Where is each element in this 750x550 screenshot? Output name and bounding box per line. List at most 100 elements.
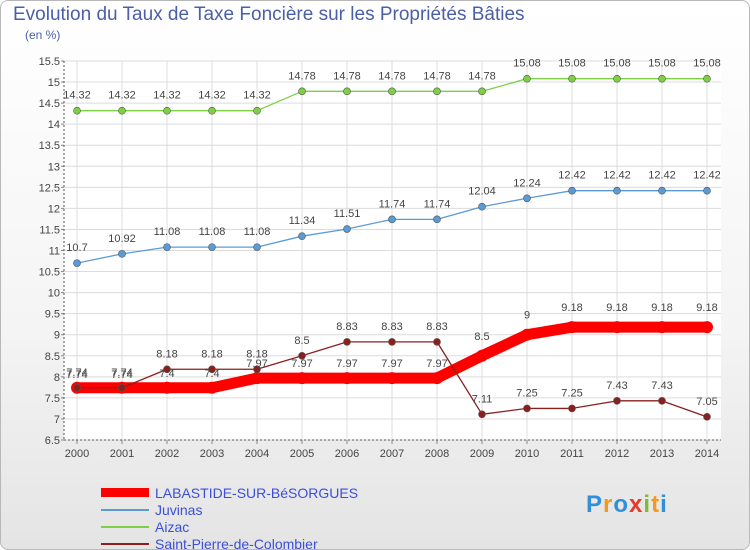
y-tick-label: 12	[48, 203, 60, 215]
data-point-aizac	[118, 106, 126, 115]
data-label-saint-pierre: 8.83	[336, 321, 357, 333]
data-label-aizac: 14.32	[108, 90, 136, 102]
data-label-saint-pierre: 8.18	[156, 348, 177, 360]
data-point-labastide	[161, 381, 173, 394]
legend-label-saint-pierre: Saint-Pierre-de-Colombier	[155, 535, 318, 550]
data-point-aizac	[658, 74, 666, 83]
y-tick-label: 7	[54, 414, 60, 426]
data-point-juvinas	[343, 225, 351, 233]
y-tick-label: 11	[49, 246, 60, 258]
data-label-aizac: 15.08	[603, 58, 631, 70]
legend-swatch-juvinas	[101, 508, 149, 511]
data-label-juvinas: 12.42	[603, 170, 631, 182]
legend-label-juvinas: Juvinas	[155, 501, 203, 518]
data-point-labastide	[206, 381, 218, 394]
legend-swatch-saint-pierre	[101, 542, 149, 545]
data-point-labastide	[701, 321, 713, 334]
data-point-aizac	[613, 74, 621, 83]
data-label-saint-pierre: 7.43	[651, 380, 672, 392]
data-point-juvinas	[388, 215, 396, 224]
data-point-juvinas	[568, 186, 576, 195]
data-label-aizac: 15.08	[513, 58, 541, 70]
data-label-aizac: 14.78	[423, 70, 451, 82]
y-tick-label: 13.5	[39, 140, 60, 152]
data-label-labastide: 9	[524, 310, 530, 322]
data-point-saint-pierre	[208, 365, 216, 374]
x-tick-label: 2012	[605, 448, 629, 460]
data-point-saint-pierre	[523, 404, 531, 413]
data-point-labastide	[611, 321, 623, 334]
data-label-aizac: 15.08	[693, 58, 721, 70]
data-point-labastide	[656, 321, 668, 334]
data-label-saint-pierre: 7.43	[606, 380, 627, 392]
x-tick-label: 2002	[155, 448, 179, 460]
data-label-juvinas: 11.34	[289, 215, 316, 227]
data-label-labastide: 7.97	[336, 358, 357, 370]
data-point-aizac	[703, 74, 711, 83]
x-tick-label: 2011	[560, 448, 584, 460]
x-tick-label: 2005	[290, 448, 314, 460]
data-label-saint-pierre: 7.25	[516, 387, 537, 399]
legend-label-aizac: Aizac	[155, 518, 190, 535]
data-point-saint-pierre	[343, 338, 351, 346]
data-label-juvinas: 11.74	[379, 198, 406, 210]
data-label-labastide: 7.97	[426, 358, 447, 370]
data-point-juvinas	[658, 186, 666, 195]
y-tick-label: 15	[48, 77, 60, 89]
logo-letter: i	[660, 491, 668, 518]
data-label-labastide: 7.4	[159, 368, 174, 380]
data-label-labastide: 7.97	[381, 358, 402, 370]
data-label-labastide: 8.5	[474, 331, 489, 343]
x-tick-label: 2000	[65, 448, 89, 460]
data-label-saint-pierre: 7.74	[66, 367, 87, 379]
logo-letter: i	[643, 491, 652, 518]
data-label-saint-pierre: 8.83	[426, 321, 447, 333]
data-label-juvinas: 12.42	[693, 170, 721, 182]
logo-letter: o	[613, 491, 630, 518]
logo-letter: t	[651, 491, 661, 518]
x-tick-label: 2010	[515, 448, 539, 460]
data-label-juvinas: 12.04	[468, 186, 496, 198]
y-tick-label: 8.5	[45, 351, 60, 363]
data-point-aizac	[388, 87, 396, 96]
data-label-juvinas: 11.51	[334, 208, 361, 220]
data-point-saint-pierre	[478, 410, 486, 419]
data-point-saint-pierre	[703, 413, 711, 421]
y-tick-label: 6.5	[45, 435, 60, 447]
y-tick-label: 12.5	[39, 182, 60, 194]
data-point-juvinas	[613, 186, 621, 195]
legend-swatch-aizac	[101, 525, 149, 528]
data-point-saint-pierre	[253, 365, 261, 374]
y-tick-label: 10.5	[39, 267, 60, 279]
data-label-aizac: 14.32	[63, 90, 91, 102]
y-tick-label: 15.5	[39, 56, 60, 68]
data-point-aizac	[433, 87, 441, 96]
data-label-juvinas: 11.74	[424, 198, 451, 210]
y-tick-label: 14.5	[39, 98, 60, 110]
y-tick-label: 8	[54, 372, 60, 384]
data-label-juvinas: 10.92	[108, 233, 136, 245]
data-label-labastide: 9.18	[696, 302, 717, 314]
data-label-saint-pierre: 8.18	[201, 348, 222, 360]
x-tick-label: 2008	[425, 448, 449, 460]
data-point-labastide	[341, 372, 353, 385]
data-point-saint-pierre	[568, 404, 576, 413]
data-label-labastide: 9.18	[606, 302, 627, 314]
data-point-saint-pierre	[163, 365, 171, 374]
data-point-labastide	[296, 372, 308, 385]
data-label-labastide: 7.4	[204, 368, 219, 380]
data-label-saint-pierre: 8.83	[381, 321, 402, 333]
x-tick-label: 2009	[470, 448, 494, 460]
data-point-aizac	[298, 87, 306, 96]
data-label-labastide: 7.74	[66, 369, 87, 381]
data-label-juvinas: 11.08	[154, 226, 181, 238]
data-point-labastide	[431, 372, 443, 385]
data-point-labastide	[386, 372, 398, 385]
data-label-juvinas: 12.42	[648, 170, 676, 182]
y-tick-label: 10	[48, 288, 60, 300]
data-point-juvinas	[523, 194, 531, 203]
data-point-saint-pierre	[298, 351, 306, 360]
y-tick-label: 9	[54, 330, 60, 342]
unit-label: (en %)	[25, 28, 61, 42]
